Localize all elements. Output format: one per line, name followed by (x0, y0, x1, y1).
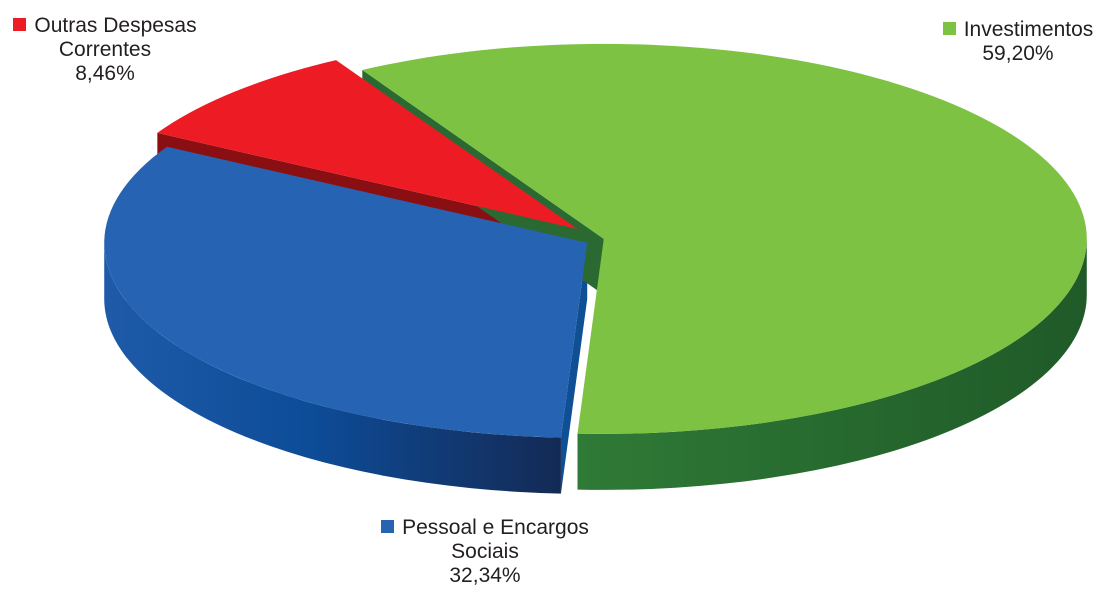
pie-side-pessoal-encargos (104, 242, 561, 494)
slice-label-investimentos: Investimentos 59,20% (928, 18, 1107, 66)
slice-label-pessoal: Pessoal e Encargos Sociais 32,34% (350, 516, 620, 588)
investimentos-swatch (942, 22, 956, 35)
pessoal-swatch (381, 520, 395, 533)
pie-slice-pessoal-encargos (104, 146, 588, 438)
label-investimentos-name: Investimentos (963, 18, 1094, 41)
label-outras-value: 8,46% (75, 62, 135, 85)
label-outras-line1: Outras Despesas (34, 14, 197, 37)
pie-slice-outras-despesas (157, 60, 578, 230)
label-outras-line2: Correntes (58, 38, 152, 61)
pie-cut-pessoal-encargos (560, 242, 588, 494)
outras-despesas-swatch (13, 18, 27, 31)
label-investimentos-value: 59,20% (982, 42, 1054, 65)
pie-side-investimentos (577, 238, 1087, 490)
label-pessoal-line2: Sociais (451, 540, 519, 563)
label-pessoal-value: 32,34% (449, 564, 521, 587)
label-pessoal-line1: Pessoal e Encargos (402, 516, 589, 539)
slice-label-outras-despesas: Outras Despesas Correntes 8,46% (0, 14, 210, 86)
pie-slice-investimentos (362, 43, 1087, 434)
